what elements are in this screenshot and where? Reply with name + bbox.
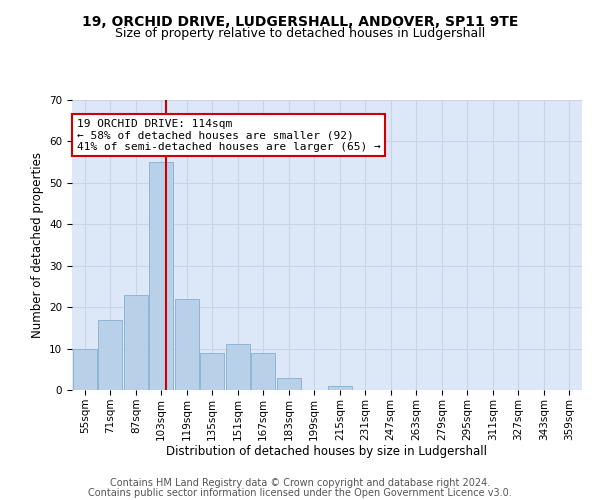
Bar <box>73 348 97 390</box>
Bar <box>277 378 301 390</box>
Text: 19 ORCHID DRIVE: 114sqm
← 58% of detached houses are smaller (92)
41% of semi-de: 19 ORCHID DRIVE: 114sqm ← 58% of detache… <box>77 118 380 152</box>
Bar <box>124 294 148 390</box>
Bar <box>98 320 122 390</box>
Text: 19, ORCHID DRIVE, LUDGERSHALL, ANDOVER, SP11 9TE: 19, ORCHID DRIVE, LUDGERSHALL, ANDOVER, … <box>82 15 518 29</box>
Text: Size of property relative to detached houses in Ludgershall: Size of property relative to detached ho… <box>115 28 485 40</box>
Bar <box>328 386 352 390</box>
Bar <box>149 162 173 390</box>
Bar <box>200 352 224 390</box>
Text: Contains HM Land Registry data © Crown copyright and database right 2024.: Contains HM Land Registry data © Crown c… <box>110 478 490 488</box>
Bar <box>175 299 199 390</box>
Text: Contains public sector information licensed under the Open Government Licence v3: Contains public sector information licen… <box>88 488 512 498</box>
X-axis label: Distribution of detached houses by size in Ludgershall: Distribution of detached houses by size … <box>167 446 487 458</box>
Bar <box>251 352 275 390</box>
Y-axis label: Number of detached properties: Number of detached properties <box>31 152 44 338</box>
Bar <box>226 344 250 390</box>
